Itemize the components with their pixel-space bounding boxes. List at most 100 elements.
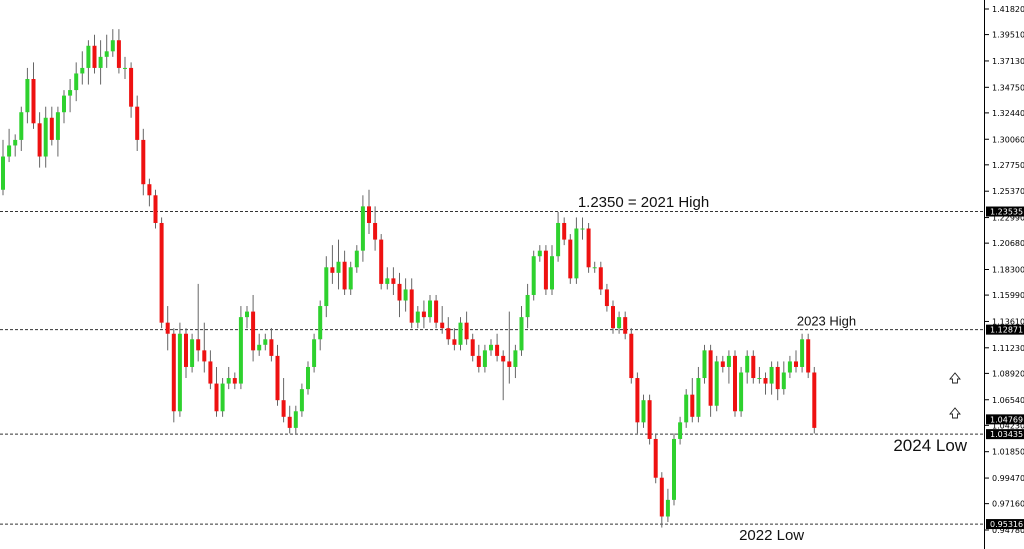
candle: [775, 361, 780, 401]
candle-body-bullish: [348, 267, 353, 290]
candle: [733, 350, 737, 417]
candle-body-bullish: [13, 139, 18, 146]
candle: [1, 139, 5, 196]
candle-body-bearish: [751, 355, 756, 379]
y-tick-label: 1.18300: [992, 266, 1024, 275]
up-arrow-icon-2: [949, 407, 961, 419]
candle: [177, 322, 182, 417]
horizontal-levels: [0, 211, 985, 525]
candle-body-bullish: [299, 389, 304, 412]
candle: [147, 178, 152, 207]
candle-body-bearish: [586, 228, 591, 268]
candle-body-bearish: [141, 139, 146, 185]
candle: [238, 306, 243, 390]
candle-body-bearish: [440, 322, 445, 329]
candle: [428, 294, 432, 323]
candle: [800, 333, 805, 373]
candle: [312, 333, 317, 373]
candle: [452, 328, 457, 351]
candle-body-bearish: [421, 311, 426, 318]
candle: [287, 405, 292, 434]
candle: [68, 78, 73, 113]
candle-body-bullish: [739, 372, 744, 412]
candle: [562, 217, 567, 246]
candle: [623, 311, 628, 340]
candle-body-bullish: [678, 422, 683, 439]
candle-body-bullish: [62, 95, 66, 113]
y-tick-label: 1.22990: [992, 214, 1024, 223]
candle-body-bearish: [409, 289, 414, 323]
candle-body-bearish: [159, 222, 164, 323]
candle-body-bearish: [196, 339, 201, 351]
y-tick-label: 1.27750: [992, 161, 1024, 170]
candle: [25, 67, 30, 124]
candle-body-bearish: [391, 278, 396, 284]
level-marker-label: 1.23535: [990, 208, 1023, 217]
candle-body-bullish: [641, 400, 646, 423]
candle-body-bearish: [269, 339, 274, 356]
candle: [13, 134, 18, 157]
candle-body-bearish: [501, 355, 506, 362]
candle-body-bearish: [470, 339, 475, 356]
candle-body-bullish: [787, 361, 792, 373]
candle-body-bullish: [324, 267, 329, 307]
candle: [415, 306, 420, 329]
candle: [281, 378, 286, 423]
candle: [781, 361, 786, 395]
candle-body-bullish: [74, 73, 79, 91]
candle-body-bullish: [513, 350, 518, 367]
y-tick-label: 1.32440: [992, 109, 1024, 118]
candle: [458, 317, 463, 351]
candle: [726, 350, 731, 384]
candle-body-bearish: [281, 400, 286, 417]
candle-body-bullish: [556, 222, 561, 257]
y-tick-label: 1.01850: [992, 448, 1024, 457]
candle: [568, 234, 573, 284]
candle: [92, 34, 97, 74]
candle: [306, 361, 310, 395]
candle: [342, 250, 347, 295]
candle-body-bullish: [769, 366, 774, 384]
candle: [598, 261, 603, 295]
candle: [702, 344, 707, 384]
candle: [629, 328, 634, 384]
candle: [604, 283, 609, 312]
candle: [720, 355, 725, 373]
candle: [171, 328, 176, 423]
candle-body-bullish: [104, 51, 109, 57]
candle: [208, 350, 213, 390]
candle: [751, 350, 756, 384]
candle-body-bearish: [379, 239, 384, 284]
candle: [519, 306, 524, 356]
candle: [348, 261, 353, 295]
candle: [98, 40, 103, 85]
candle: [31, 62, 36, 129]
candle-body-bullish: [263, 339, 268, 345]
candle: [202, 322, 207, 373]
candle-body-bullish: [43, 117, 48, 157]
candle: [104, 34, 109, 68]
candle: [379, 234, 384, 290]
candle-body-bearish: [507, 361, 512, 367]
candle: [537, 245, 542, 262]
candle: [507, 311, 512, 384]
candle: [434, 294, 439, 329]
candle-body-bearish: [763, 378, 768, 384]
y-tick-label: 1.25370: [992, 187, 1024, 196]
candle: [49, 106, 54, 146]
candle: [110, 29, 115, 57]
candle: [37, 112, 42, 168]
candle: [80, 51, 85, 85]
candle: [739, 366, 744, 417]
candle-body-bearish: [794, 361, 798, 367]
candle-body-bullish: [177, 333, 182, 412]
candle-body-bullish: [312, 339, 317, 367]
candle-body-bullish: [428, 300, 432, 318]
candle: [55, 106, 60, 157]
current-price-marker-box: [986, 414, 1024, 425]
candle: [275, 344, 280, 406]
candle-body-bullish: [714, 361, 719, 406]
candle: [336, 239, 341, 290]
annotation-label: 2022 Low: [739, 527, 804, 544]
